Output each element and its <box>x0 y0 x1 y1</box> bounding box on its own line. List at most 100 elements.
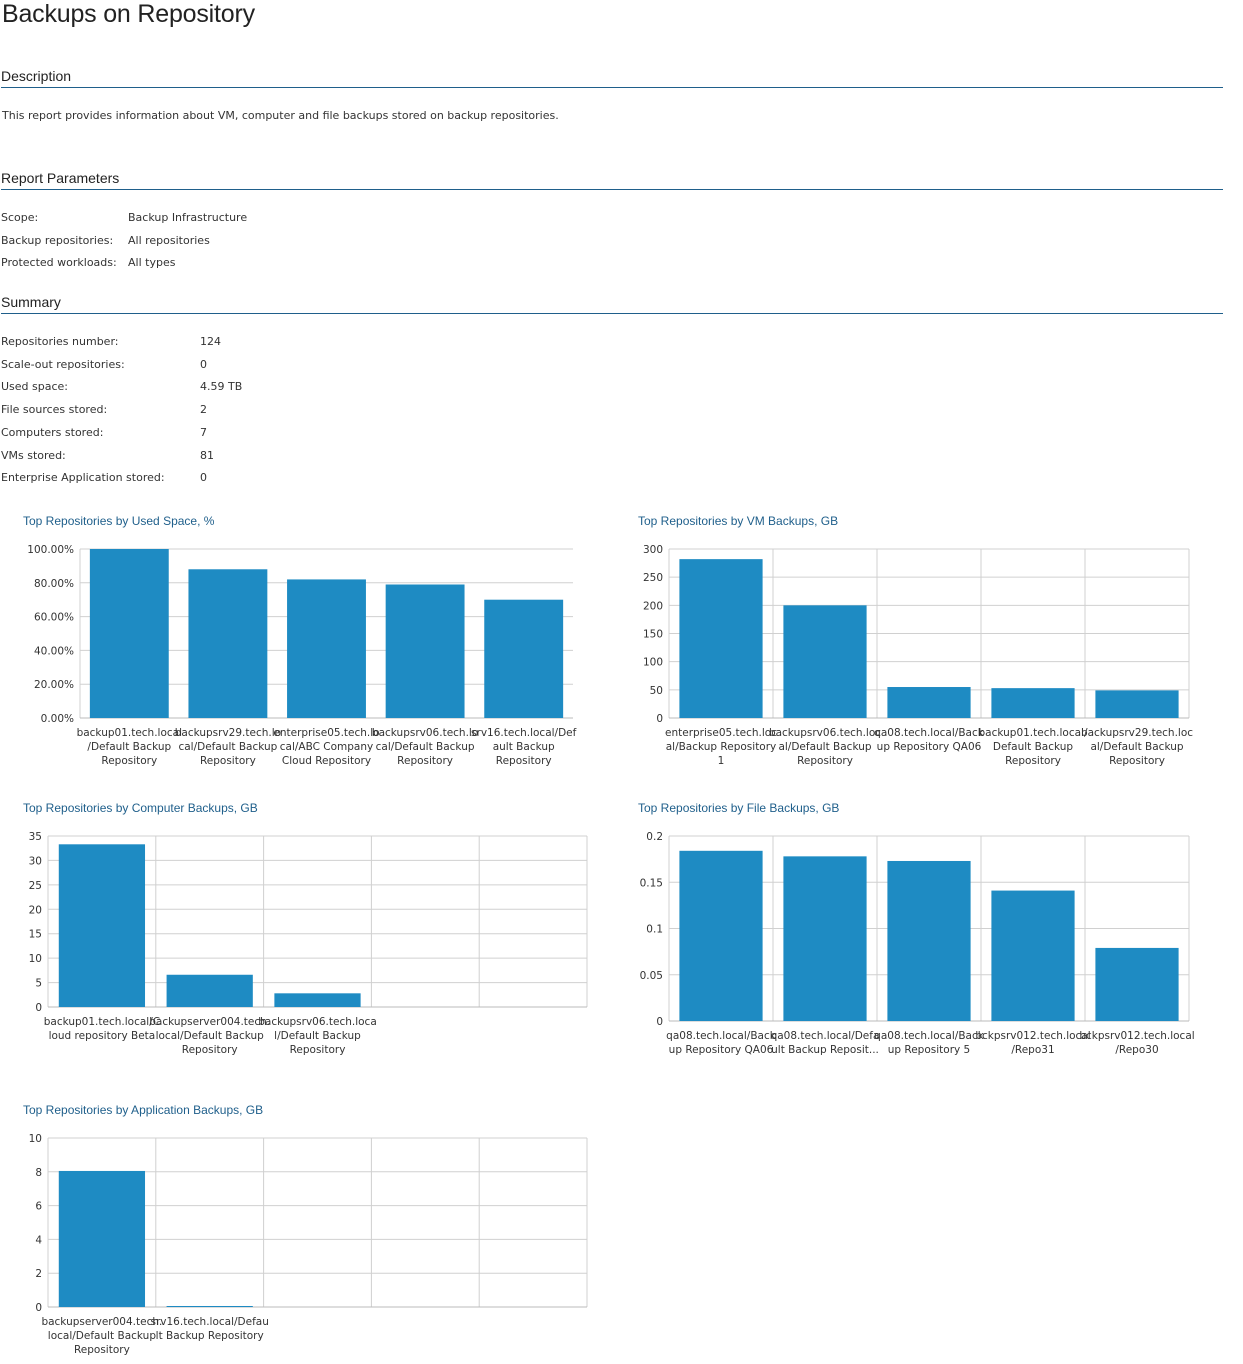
page-title: Backups on Repository <box>2 0 255 28</box>
y-tick-label: 10 <box>29 1133 42 1145</box>
y-tick-label: 200 <box>643 600 663 612</box>
summary-label: File sources stored: <box>1 403 108 417</box>
summary-value: 2 <box>200 403 207 417</box>
x-category-label: Repository <box>496 755 552 767</box>
bar[interactable] <box>887 687 971 718</box>
bar[interactable] <box>166 1306 253 1307</box>
y-tick-label: 60.00% <box>34 612 74 624</box>
x-category-label: backupserver004.tech. <box>149 1016 270 1028</box>
y-tick-label: 10 <box>29 953 42 965</box>
x-category-label: up Repository QA06 <box>669 1044 774 1056</box>
param-value: Backup Infrastructure <box>128 211 248 224</box>
x-category-label: backupsrv29.tech.lo <box>175 727 281 739</box>
bar[interactable] <box>188 569 268 718</box>
x-category-label: enterprise05.tech.lo <box>273 727 379 739</box>
summary-value: 124 <box>200 335 221 348</box>
x-category-label: backupserver004.tech. <box>41 1316 162 1328</box>
x-category-label: local/Default Backup <box>48 1330 157 1342</box>
param-value: All types <box>128 256 176 269</box>
bar[interactable] <box>1095 947 1179 1021</box>
x-category-label: Cloud Repository <box>282 755 371 767</box>
chart-title-vm-backups: Top Repositories by VM Backups, GB <box>638 514 839 528</box>
bar[interactable] <box>484 599 564 718</box>
description-text: This report provides information about V… <box>2 109 559 122</box>
x-category-label: Repository <box>182 1044 238 1056</box>
y-tick-label: 0.2 <box>646 831 663 843</box>
summary-value: 0 <box>200 357 207 371</box>
x-category-label: ault Backup <box>493 741 555 753</box>
y-tick-label: 0.1 <box>646 924 663 936</box>
x-category-label: ult Backup Reposit... <box>771 1044 879 1056</box>
bar[interactable] <box>1095 690 1179 718</box>
y-tick-label: 0 <box>35 1002 42 1014</box>
x-category-label: up Repository QA06 <box>877 741 982 753</box>
bar[interactable] <box>89 549 169 718</box>
summary-value: 81 <box>200 448 214 462</box>
bar[interactable] <box>58 844 146 1007</box>
y-tick-label: 8 <box>35 1167 42 1179</box>
chart-title-computer-backups: Top Repositories by Computer Backups, GB <box>23 801 258 815</box>
y-tick-label: 6 <box>35 1201 42 1213</box>
y-tick-label: 250 <box>643 572 663 584</box>
x-category-label: backupsrv06.tech.loca <box>258 1016 377 1028</box>
x-category-label: Default Backup <box>993 741 1074 753</box>
y-tick-label: 35 <box>29 831 42 843</box>
x-category-label: up Repository 5 <box>888 1044 971 1056</box>
x-category-label: Repository <box>797 755 853 767</box>
bar[interactable] <box>679 559 763 718</box>
bar[interactable] <box>287 579 366 718</box>
y-tick-label: 100.00% <box>27 544 74 556</box>
x-category-label: qa08.tech.local/Back <box>666 1030 777 1042</box>
x-category-label: backupsrv06.tech.lo <box>372 727 478 739</box>
y-tick-label: 0 <box>35 1302 42 1314</box>
bar[interactable] <box>783 856 867 1021</box>
summary-label: Used space: <box>1 380 69 394</box>
x-category-label: Repository <box>1005 755 1061 767</box>
bar[interactable] <box>887 860 971 1021</box>
y-tick-label: 0 <box>656 1016 663 1028</box>
bar[interactable] <box>783 605 867 718</box>
summary-label: VMs stored: <box>1 448 66 462</box>
x-category-label: cal/ABC Company <box>280 741 374 753</box>
description-header: Description <box>1 68 1223 88</box>
x-category-label: backup01.tech.local/C <box>44 1016 160 1028</box>
bar[interactable] <box>991 688 1075 718</box>
bar[interactable] <box>679 850 763 1021</box>
x-category-label: backupsrv29.tech.loc <box>1081 727 1193 739</box>
bar[interactable] <box>274 993 361 1007</box>
bar[interactable] <box>991 890 1075 1021</box>
param-value: All repositories <box>128 233 210 247</box>
x-category-label: local/Default Backup <box>156 1030 265 1042</box>
bar[interactable] <box>385 584 465 718</box>
x-category-label: srv16.tech.local/Defau <box>151 1316 269 1328</box>
y-tick-label: 25 <box>29 880 42 892</box>
x-category-label: lt Backup Repository <box>156 1330 264 1342</box>
y-tick-label: 80.00% <box>34 578 74 590</box>
summary-value: 4.59 TB <box>200 380 243 394</box>
x-category-label: qa08.tech.local/Defa <box>771 1030 880 1042</box>
summary-label: Repositories number: <box>1 335 119 348</box>
y-tick-label: 20 <box>29 904 42 916</box>
x-category-label: srv16.tech.local/Def <box>471 727 577 739</box>
x-category-label: Repository <box>200 755 256 767</box>
y-tick-label: 2 <box>35 1268 42 1280</box>
y-tick-label: 0.00% <box>41 713 74 725</box>
x-category-label: al/Default Backup <box>778 741 871 753</box>
bar[interactable] <box>58 1170 146 1307</box>
y-tick-label: 50 <box>650 685 663 697</box>
x-category-label: al/Default Backup <box>1090 741 1183 753</box>
param-label: Backup repositories: <box>1 233 114 247</box>
y-tick-label: 4 <box>35 1234 42 1246</box>
x-category-label: backup01.tech.local <box>77 727 182 739</box>
y-tick-label: 5 <box>35 978 42 990</box>
summary-value: 0 <box>200 471 207 485</box>
x-category-label: backup01.tech.local/ <box>979 727 1088 739</box>
y-tick-label: 30 <box>29 855 42 867</box>
bar[interactable] <box>166 974 253 1007</box>
x-category-label: l/Default Backup <box>274 1030 361 1042</box>
param-label: Protected workloads: <box>1 256 117 269</box>
x-category-label: bckpsrv012.tech.local <box>1079 1030 1194 1042</box>
